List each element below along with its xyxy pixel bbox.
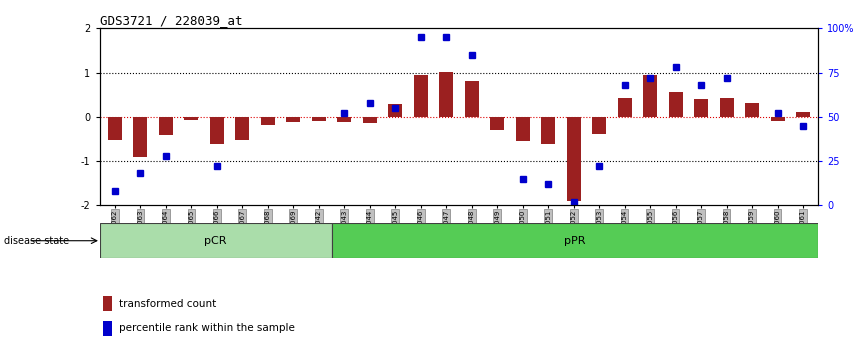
Bar [771, 117, 785, 121]
Bar [103, 321, 113, 336]
Bar [158, 117, 173, 135]
Text: GDS3721 / 228039_at: GDS3721 / 228039_at [100, 14, 242, 27]
Bar [541, 117, 555, 144]
Text: pPR: pPR [565, 236, 585, 246]
Bar [363, 117, 377, 124]
FancyBboxPatch shape [100, 223, 332, 258]
Bar [617, 98, 631, 117]
Bar [669, 92, 682, 117]
Bar [592, 117, 606, 134]
Text: disease state: disease state [4, 236, 69, 246]
Bar [261, 117, 275, 125]
Bar [312, 117, 326, 121]
Bar [184, 117, 198, 120]
Bar [439, 72, 453, 117]
FancyBboxPatch shape [332, 223, 818, 258]
Bar [796, 113, 810, 117]
Bar [566, 117, 581, 201]
Bar [210, 117, 223, 144]
Bar [414, 75, 428, 117]
Bar [515, 117, 530, 141]
Bar [643, 75, 657, 117]
Text: pCR: pCR [204, 236, 227, 246]
Bar [490, 117, 504, 130]
Bar [103, 296, 113, 311]
Bar [236, 117, 249, 140]
Text: transformed count: transformed count [120, 299, 216, 309]
Bar [108, 117, 122, 140]
Bar [133, 117, 147, 156]
Bar [465, 81, 479, 117]
Bar [337, 117, 352, 122]
Bar [695, 99, 708, 117]
Bar [745, 103, 759, 117]
Bar [388, 104, 403, 117]
Text: percentile rank within the sample: percentile rank within the sample [120, 324, 295, 333]
Bar [287, 117, 301, 122]
Bar [720, 98, 734, 117]
